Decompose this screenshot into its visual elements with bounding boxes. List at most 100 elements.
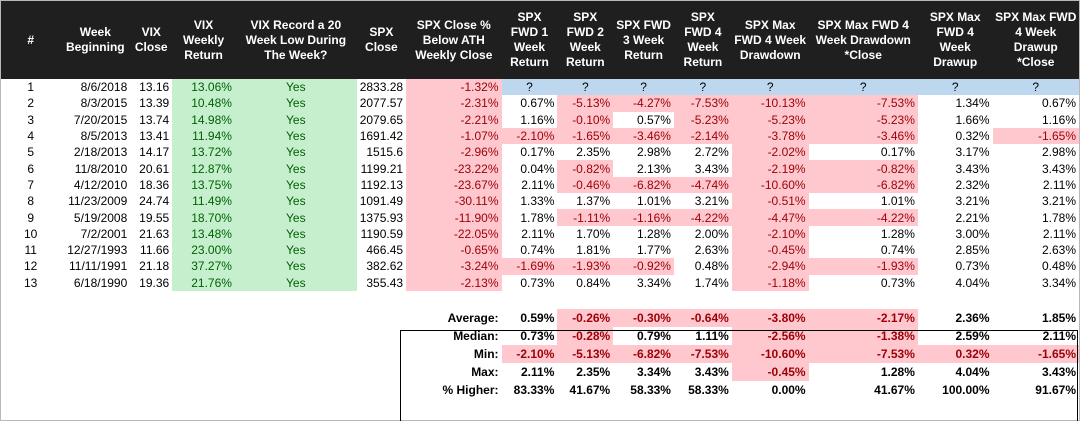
- table-cell: 5/19/2008: [73, 210, 128, 225]
- table-cell: -6.82%: [613, 176, 674, 194]
- table-cell: ?: [917, 79, 993, 96]
- table-cell: 0.17%: [880, 145, 915, 160]
- column-header: SPX Close % Below ATH Weekly Close: [406, 1, 502, 79]
- table-cell: 2.98%: [1041, 145, 1076, 160]
- table-cell: 20.61: [139, 161, 170, 176]
- table-cell: 4.04%: [955, 275, 990, 290]
- table-cell: -4.22%: [673, 209, 732, 226]
- table-cell: 13: [23, 275, 38, 290]
- table-cell: ?: [557, 79, 614, 96]
- summary-value: -0.28%: [557, 326, 614, 345]
- table-cell: ?: [808, 79, 918, 96]
- table-cell: 24.74: [139, 194, 170, 209]
- table-cell: -5.23%: [808, 111, 918, 128]
- table-cell: -3.46%: [808, 127, 918, 145]
- table-cell: 466.45: [366, 243, 404, 258]
- table-cell: -2.96%: [406, 144, 502, 161]
- table-cell: ?: [992, 79, 1079, 96]
- table-cell: 12/27/1993: [67, 243, 128, 258]
- summary-value: 91.67%: [1035, 382, 1076, 397]
- empty-cell: [993, 291, 1079, 309]
- table-cell: 8: [27, 194, 35, 209]
- summary-value: 100.00%: [942, 382, 990, 397]
- table-cell: 14.98%: [172, 111, 235, 128]
- summary-row: Average: 0.59% -0.26% -0.30% -0.64% -3.80% -2.…: [1, 308, 1079, 327]
- column-header: SPX FWD 2 Week Return: [557, 1, 614, 79]
- table-cell: 2/18/2013: [73, 145, 128, 160]
- table-row: 4 8/5/2013 13.41 11.94% Yes 1691.42 -1.07% -2.1…: [1, 127, 1079, 145]
- table-cell: 2.11%: [521, 226, 555, 241]
- table-row: 5 2/18/2013 14.17 13.72% Yes 1515.6 -2.96% 0.17…: [1, 144, 1079, 161]
- table-cell: 13.75%: [172, 176, 235, 194]
- summary-value: -1.38%: [808, 326, 918, 345]
- table-cell: -0.45%: [731, 241, 809, 259]
- table-cell: 2.32%: [955, 177, 990, 192]
- empty-cell: [357, 381, 406, 399]
- table-cell: -3.78%: [731, 127, 809, 145]
- table-cell: -5.23%: [673, 111, 732, 128]
- table-cell: 3.43%: [1041, 161, 1076, 176]
- table-cell: 12.87%: [172, 160, 235, 177]
- empty-cell: [172, 309, 235, 327]
- summary-value: 58.33%: [688, 382, 729, 397]
- summary-label: Min:: [473, 346, 499, 361]
- table-cell: 0.48%: [1041, 259, 1076, 274]
- table-cell: -10.13%: [731, 95, 809, 112]
- table-cell: 3.21%: [694, 194, 729, 209]
- empty-cell: [60, 381, 130, 399]
- table-cell: 5: [27, 145, 35, 160]
- table-cell: -0.46%: [557, 176, 614, 194]
- empty-cell: [60, 291, 130, 309]
- table-cell: 7: [27, 177, 35, 192]
- table-cell: 4/12/2010: [73, 177, 128, 192]
- table-row: 2 8/3/2015 13.39 10.48% Yes 2077.57 -2.31% 0.67…: [1, 95, 1079, 112]
- empty-cell: [357, 345, 406, 363]
- table-cell: 8/6/2018: [80, 80, 128, 95]
- summary-value: 1.11%: [695, 328, 729, 343]
- table-cell: 19.55: [139, 210, 170, 225]
- table-cell: -0.51%: [731, 193, 809, 210]
- summary-value: 2.11%: [1042, 328, 1076, 343]
- table-cell: 2079.65: [359, 112, 404, 127]
- summary-value: 4.04%: [955, 364, 990, 379]
- summary-value: -6.82%: [613, 344, 674, 363]
- summary-value: -0.45%: [731, 362, 809, 381]
- table-cell: 3.34%: [636, 275, 671, 290]
- summary-value: 2.11%: [521, 364, 555, 379]
- table-cell: 13.39: [139, 96, 170, 111]
- summary-value: -0.26%: [557, 308, 614, 327]
- column-header: SPX FWD 3 Week Return: [613, 1, 674, 79]
- summary-value: 1.85%: [1041, 310, 1076, 325]
- summary-label: Average:: [447, 310, 499, 325]
- table-cell: Yes: [234, 79, 357, 96]
- table-cell: 1691.42: [359, 129, 404, 144]
- table-cell: -3.46%: [613, 127, 674, 145]
- table-cell: 13.72%: [172, 144, 235, 161]
- column-header: SPX FWD 4 Week Return: [673, 1, 732, 79]
- table-cell: 11: [24, 243, 37, 258]
- table-cell: 1: [27, 80, 35, 95]
- empty-cell: [1, 327, 60, 345]
- table-cell: -1.65%: [557, 127, 614, 145]
- summary-value: 0.59%: [520, 310, 555, 325]
- table-cell: 0.73%: [880, 275, 915, 290]
- empty-cell: [172, 381, 235, 399]
- empty-cell: [557, 291, 613, 309]
- summary-label: % Higher:: [442, 382, 499, 397]
- table-cell: -0.10%: [557, 111, 614, 128]
- table-cell: 0.73%: [955, 259, 990, 274]
- table-cell: -1.69%: [501, 258, 558, 275]
- empty-cell: [235, 309, 357, 327]
- table-cell: 3.43%: [955, 161, 990, 176]
- table-cell: 6/18/1990: [73, 275, 128, 290]
- table-cell: -1.18%: [731, 274, 809, 291]
- table-cell: -0.82%: [557, 160, 614, 177]
- table-cell: -23.67%: [406, 176, 502, 194]
- empty-cell: [613, 291, 674, 309]
- table-cell: 0.57%: [636, 112, 671, 127]
- table-cell: 3.17%: [955, 145, 990, 160]
- table-cell: Yes: [234, 176, 357, 194]
- table-cell: 11/23/2009: [68, 194, 128, 209]
- table-cell: Yes: [234, 127, 357, 145]
- summary-value: 3.43%: [694, 364, 729, 379]
